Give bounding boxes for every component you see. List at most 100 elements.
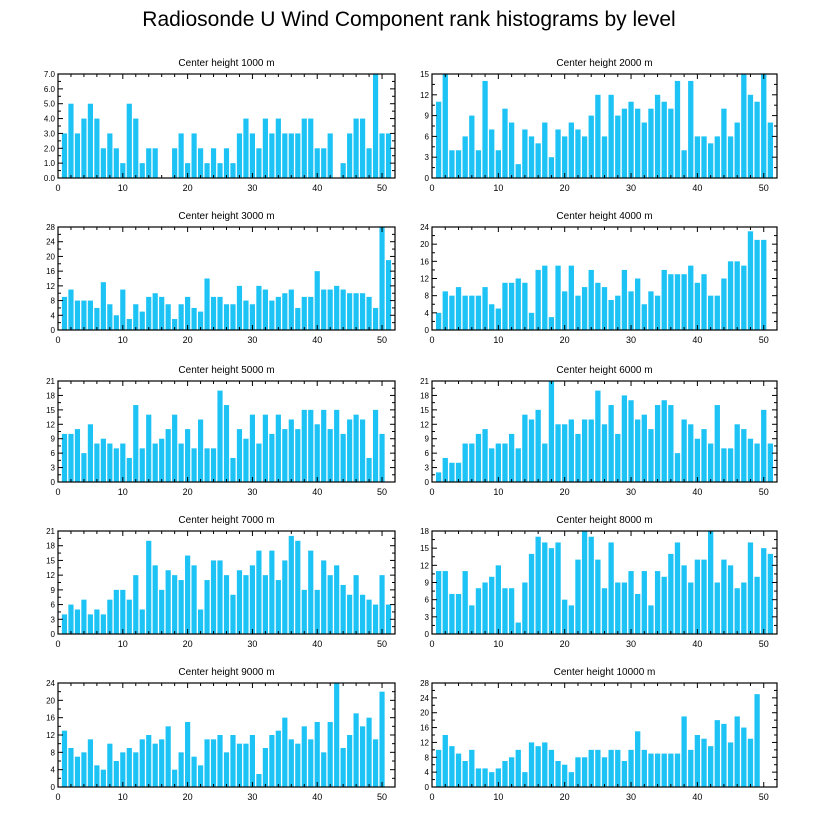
y-tick-label: 8 bbox=[425, 292, 430, 301]
bar bbox=[455, 593, 462, 634]
bar bbox=[87, 103, 93, 178]
y-tick-label: 8 bbox=[425, 753, 430, 762]
bar bbox=[100, 282, 106, 330]
bar bbox=[469, 115, 475, 178]
bar bbox=[347, 293, 353, 330]
bar bbox=[754, 576, 760, 634]
bar bbox=[68, 103, 74, 178]
y-tick-label: 12 bbox=[420, 561, 429, 570]
x-tick-label: 20 bbox=[183, 487, 193, 497]
x-tick-label: 50 bbox=[759, 183, 769, 193]
bar bbox=[366, 457, 372, 482]
bar bbox=[236, 570, 243, 634]
bar bbox=[668, 553, 674, 634]
bar bbox=[654, 295, 661, 330]
bar bbox=[249, 735, 256, 787]
y-tick-label: 6 bbox=[425, 449, 430, 458]
bar bbox=[249, 304, 256, 330]
bar bbox=[360, 293, 366, 330]
bar bbox=[535, 746, 541, 787]
bar bbox=[230, 163, 236, 178]
bar bbox=[435, 101, 442, 178]
x-tick-label: 0 bbox=[55, 183, 60, 193]
bar bbox=[172, 769, 178, 787]
x-tick-label: 20 bbox=[560, 792, 570, 802]
bar bbox=[152, 148, 158, 178]
bar bbox=[360, 594, 366, 634]
x-tick-label: 40 bbox=[692, 487, 702, 497]
bar bbox=[734, 716, 740, 787]
bar bbox=[191, 448, 197, 482]
bar bbox=[308, 409, 314, 482]
x-tick-label: 10 bbox=[493, 183, 503, 193]
bar bbox=[475, 150, 482, 178]
bar bbox=[372, 74, 379, 178]
bar bbox=[767, 443, 774, 482]
bar bbox=[81, 118, 87, 178]
bar bbox=[243, 743, 249, 787]
bar bbox=[701, 559, 707, 634]
bar bbox=[204, 163, 210, 178]
bar bbox=[674, 453, 681, 482]
bar bbox=[542, 742, 548, 787]
x-tick-label: 30 bbox=[247, 335, 257, 345]
bar bbox=[210, 448, 217, 482]
bar bbox=[126, 748, 132, 787]
bar bbox=[347, 594, 353, 634]
y-tick-label: 4 bbox=[51, 311, 56, 320]
bar bbox=[681, 150, 687, 178]
bar bbox=[654, 94, 661, 178]
bar bbox=[249, 133, 256, 178]
bar bbox=[152, 743, 158, 787]
bar bbox=[191, 756, 197, 787]
bar bbox=[754, 101, 760, 178]
bar bbox=[708, 143, 714, 178]
bar bbox=[68, 289, 74, 330]
bar bbox=[482, 768, 488, 787]
bar bbox=[462, 295, 468, 330]
panel-title: Center height 6000 m bbox=[556, 365, 652, 376]
bar bbox=[522, 582, 528, 634]
bar bbox=[495, 565, 501, 634]
bar bbox=[688, 582, 694, 634]
bar bbox=[178, 580, 184, 634]
y-tick-label: 0 bbox=[51, 478, 56, 487]
bar bbox=[508, 588, 515, 634]
bar bbox=[139, 609, 145, 634]
bar bbox=[120, 443, 126, 482]
bar bbox=[635, 593, 641, 634]
bar bbox=[282, 293, 288, 330]
panel-1: Center height 1000 m 0 10 20 30 40 50 0.0 1.0 2.0… bbox=[44, 58, 396, 193]
bar bbox=[295, 743, 301, 787]
y-tick-label: 4 bbox=[425, 768, 430, 777]
bar bbox=[87, 424, 93, 482]
bar bbox=[588, 536, 594, 634]
bar bbox=[210, 296, 217, 330]
bar bbox=[172, 414, 178, 482]
bar bbox=[81, 599, 87, 634]
bar bbox=[714, 582, 720, 634]
bar bbox=[243, 118, 249, 178]
x-tick-label: 40 bbox=[312, 639, 322, 649]
bar bbox=[535, 409, 541, 482]
bar bbox=[327, 722, 333, 787]
bar bbox=[282, 560, 288, 634]
bar bbox=[321, 752, 327, 787]
y-tick-label: 0 bbox=[51, 326, 56, 335]
bar bbox=[754, 443, 760, 482]
bar bbox=[721, 723, 727, 787]
bar bbox=[648, 605, 654, 634]
bar bbox=[615, 295, 621, 330]
bar bbox=[204, 448, 210, 482]
bar bbox=[107, 743, 113, 787]
bar bbox=[708, 295, 714, 330]
bar bbox=[674, 753, 681, 787]
x-tick-label: 40 bbox=[312, 487, 322, 497]
bar bbox=[522, 129, 528, 178]
bar bbox=[761, 548, 767, 634]
bar bbox=[482, 429, 488, 482]
bar bbox=[502, 282, 508, 330]
bar bbox=[435, 749, 442, 787]
bar bbox=[761, 74, 767, 178]
